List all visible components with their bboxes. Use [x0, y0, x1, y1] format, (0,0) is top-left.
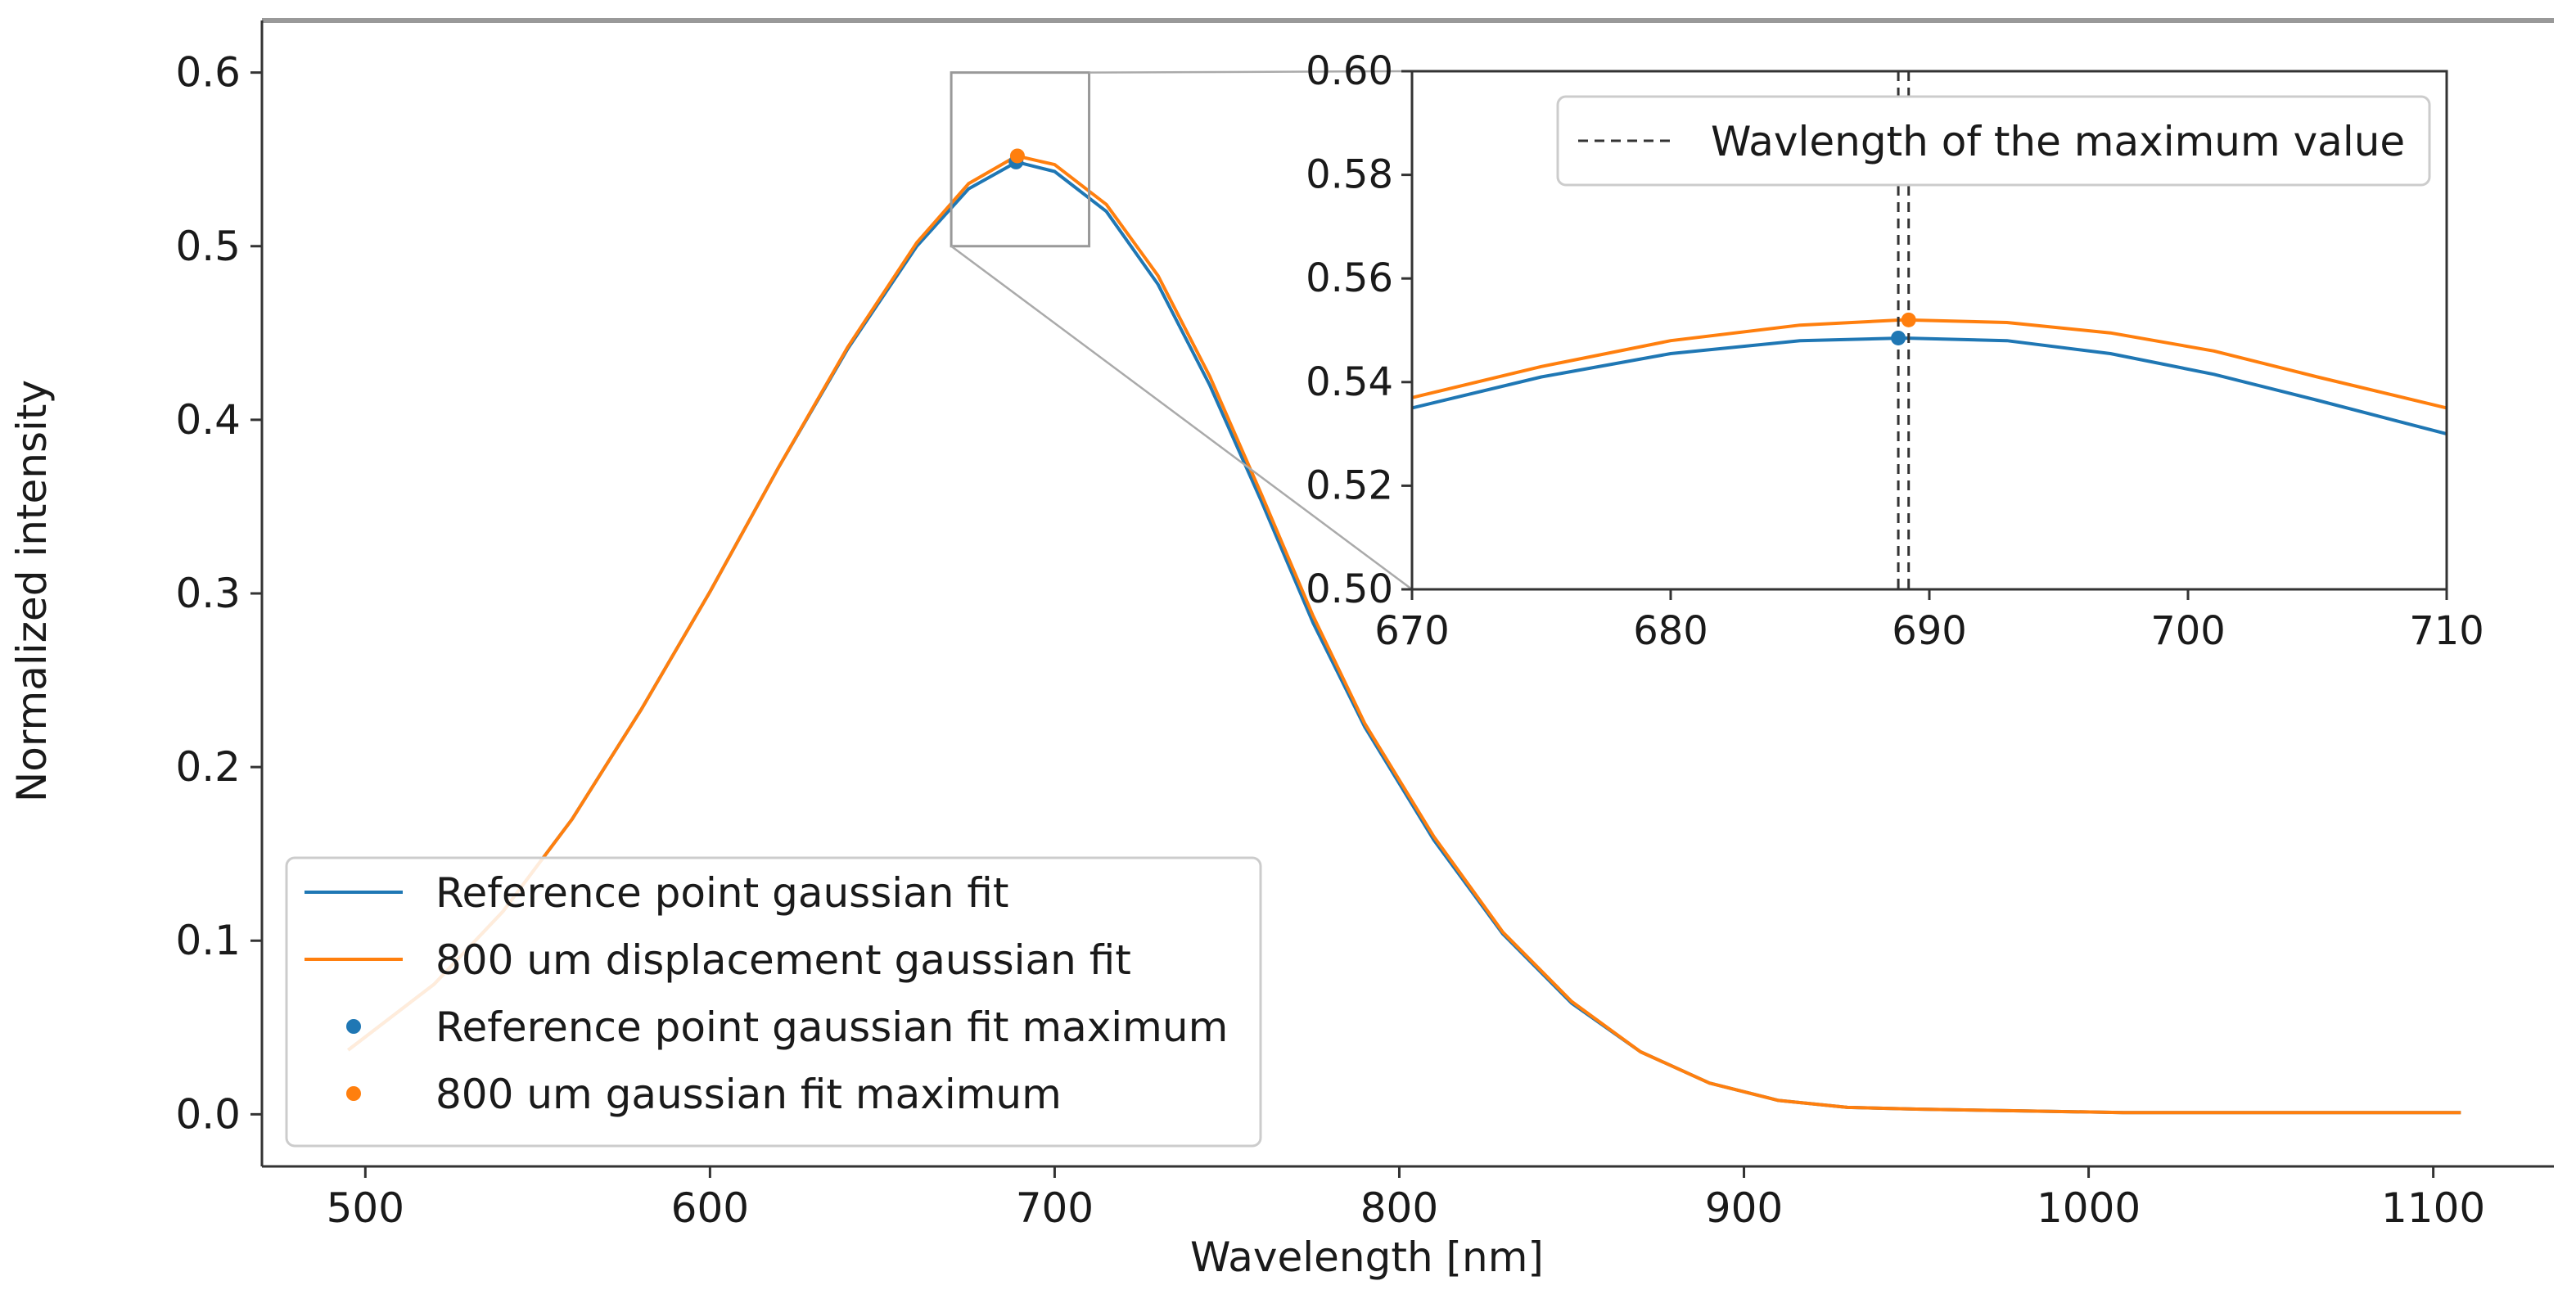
legend-label-displacement-max: 800 um gaussian fit maximum: [435, 1071, 1062, 1118]
inset-max-point: [1891, 330, 1906, 345]
legend-dot-displacement-max: [346, 1086, 361, 1101]
main-series-line: [347, 154, 2461, 1115]
zoom-connector-line: [1089, 70, 1413, 74]
y-tick-label: 0.4: [175, 396, 241, 444]
y-tick-label: 0.5: [175, 223, 241, 270]
x-tick-label: 900: [1705, 1184, 1783, 1232]
y-tick-label: 0.2: [175, 743, 241, 791]
x-tick-label: 1100: [2381, 1184, 2485, 1232]
x-tick-label: 700: [1016, 1184, 1094, 1232]
inset-series-line: [1411, 336, 2447, 436]
main-max-point: [1009, 148, 1025, 164]
legend-label-reference-max: Reference point gaussian fit maximum: [435, 1004, 1228, 1051]
legend-dot-reference-max: [346, 1019, 361, 1034]
inset-plot-area: 670 680 690 700 7100.500.520.540.560.580.60 …: [1306, 48, 2484, 654]
inset-y-tick-label: 0.60: [1306, 48, 1393, 94]
inset-x-tick-label: 700: [2150, 608, 2226, 654]
y-tick-label: 0.6: [175, 49, 241, 97]
zoom-connector-line: [950, 245, 1413, 591]
y-tick-label: 0.3: [175, 570, 241, 617]
inset-legend-box: [1556, 95, 2431, 187]
inset-x-tick-label: 680: [1633, 608, 1708, 654]
x-tick-label: 600: [671, 1184, 749, 1232]
legend-label-max-wavelength: Wavlength of the maximum value: [1711, 118, 2405, 165]
main-plot-area: 500 600 700 800 900 1000 1100 0.0 0.1 0.2 0.3 0.4 0.…: [175, 18, 2554, 1232]
x-tick-label: 1000: [2037, 1184, 2141, 1232]
main-legend: Reference point gaussian fit 800 um disp…: [285, 856, 1262, 1148]
x-tick-label: 800: [1360, 1184, 1438, 1232]
inset-y-tick-label: 0.52: [1306, 462, 1393, 508]
legend-label-displacement-fit: 800 um displacement gaussian fit: [435, 936, 1131, 984]
inset-y-tick-label: 0.58: [1306, 152, 1393, 198]
inset-x-tick-label: 670: [1374, 608, 1450, 654]
inset-series-line: [1411, 318, 2447, 410]
y-tick-label: 0.0: [175, 1090, 241, 1138]
legend-label-reference-fit: Reference point gaussian fit: [435, 869, 1008, 917]
y-axis-title: Normalized intensity: [8, 380, 56, 802]
zoom-region-box: [950, 71, 1091, 248]
main-legend-box: [285, 856, 1262, 1148]
inset-y-tick-label: 0.50: [1306, 566, 1393, 612]
inset-y-tick-label: 0.54: [1306, 359, 1393, 405]
y-tick-label: 0.1: [175, 917, 241, 964]
inset-x-tick-label: 710: [2409, 608, 2484, 654]
inset-legend: Wavlength of the maximum value: [1556, 95, 2431, 187]
x-tick-label: 500: [327, 1184, 404, 1232]
inset-max-point: [1901, 312, 1916, 327]
x-axis-title: Wavelength [nm]: [1190, 1234, 1544, 1281]
inset-x-tick-label: 690: [1892, 608, 1967, 654]
inset-y-tick-label: 0.56: [1306, 255, 1393, 301]
